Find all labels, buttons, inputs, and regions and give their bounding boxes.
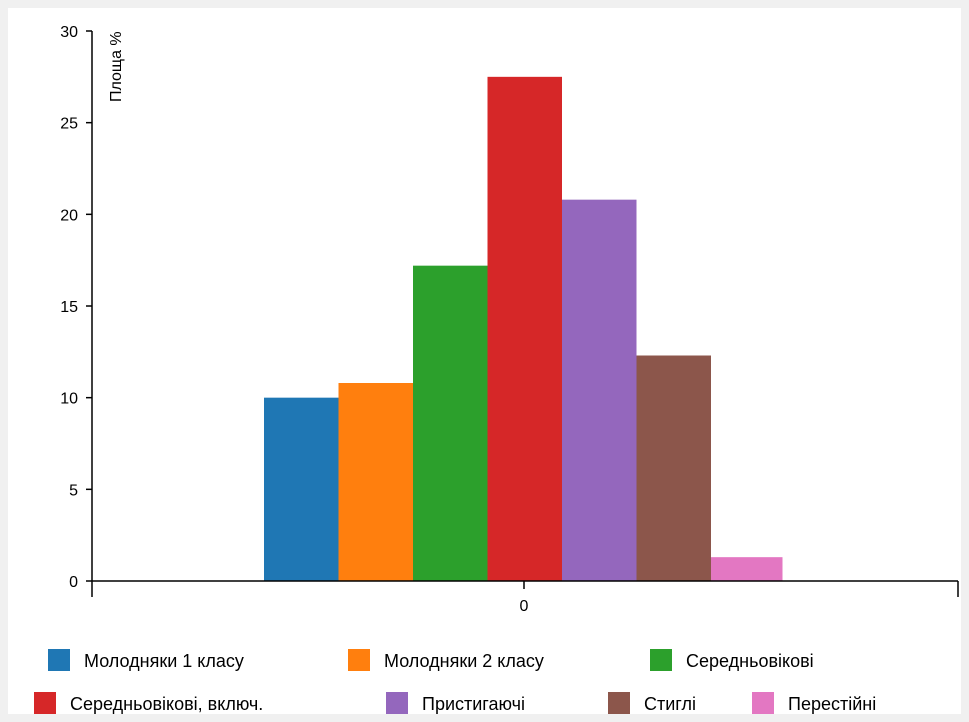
legend-swatch [608,692,630,714]
legend-label: Середньовікові, включ. [70,694,263,714]
legend-swatch [34,692,56,714]
legend-label: Стиглі [644,694,696,714]
legend-swatch [348,649,370,671]
y-tick-label: 15 [60,299,78,316]
bar [562,199,637,581]
y-axis-title: Площа % [108,31,125,102]
bar [338,383,413,581]
y-tick-label: 25 [60,116,78,133]
legend-label: Середньовікові [686,651,814,671]
y-tick-label: 20 [60,207,78,224]
x-tick-label: 0 [520,598,529,615]
bar [264,397,339,581]
bar [711,557,783,581]
y-axis-ticks: 0 5 10 15 20 25 30 [60,24,92,591]
y-tick-label: 30 [60,24,78,41]
bar [636,355,711,581]
legend: Молодняки 1 класу Молодняки 2 класу Середн… [34,649,876,714]
bar [487,76,562,581]
y-tick-label: 0 [69,574,78,591]
bar-group [264,76,783,581]
y-tick-label: 10 [60,391,78,408]
legend-label: Молодняки 2 класу [384,651,544,671]
legend-swatch [752,692,774,714]
legend-swatch [386,692,408,714]
y-tick-label: 5 [69,482,78,499]
legend-label: Перестійні [788,694,876,714]
x-axis-ticks: 0 [91,581,959,615]
legend-swatch [650,649,672,671]
legend-label: Пристигаючі [422,694,525,714]
legend-label: Молодняки 1 класу [84,651,244,671]
legend-swatch [48,649,70,671]
bar [413,265,488,581]
